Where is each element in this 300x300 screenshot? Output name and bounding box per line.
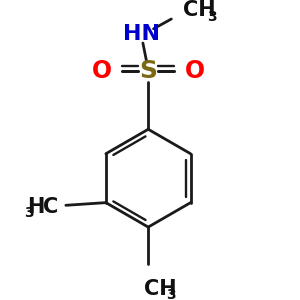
Text: 3: 3 bbox=[207, 10, 217, 24]
Text: CH: CH bbox=[183, 0, 215, 20]
Text: HN: HN bbox=[123, 24, 160, 44]
Text: 3: 3 bbox=[24, 206, 34, 220]
Text: O: O bbox=[92, 59, 112, 83]
Text: C: C bbox=[44, 197, 59, 217]
Text: H: H bbox=[27, 197, 44, 217]
Text: O: O bbox=[184, 59, 205, 83]
Text: CH: CH bbox=[144, 279, 176, 299]
Text: 3: 3 bbox=[166, 287, 175, 300]
Text: S: S bbox=[139, 59, 157, 83]
